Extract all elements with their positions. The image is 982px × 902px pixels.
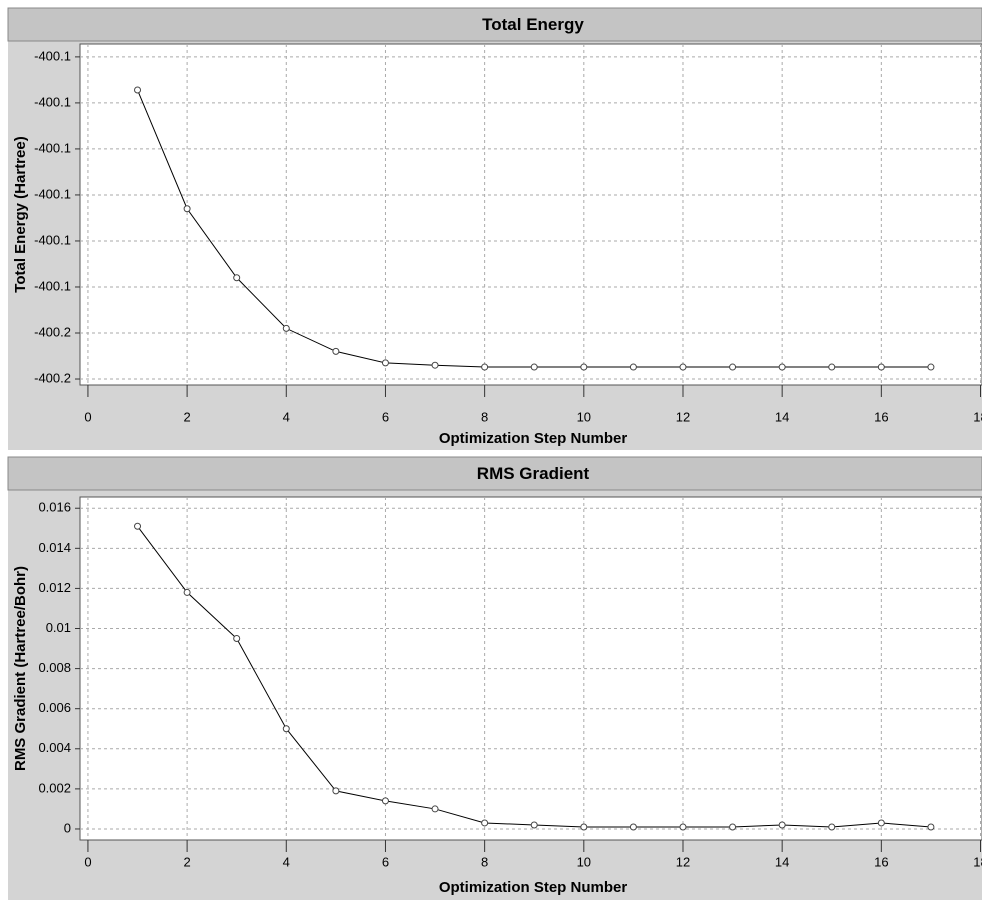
data-point bbox=[629, 823, 637, 831]
data-point bbox=[580, 823, 588, 831]
y-tick-label: 0.012 bbox=[38, 580, 71, 595]
data-point bbox=[431, 361, 439, 369]
data-point bbox=[877, 819, 885, 827]
x-tick-label: 10 bbox=[577, 854, 591, 869]
x-tick-label: 16 bbox=[874, 409, 888, 424]
data-point bbox=[431, 805, 439, 813]
chart-title: Total Energy bbox=[482, 15, 584, 34]
y-tick-label: 0.006 bbox=[38, 700, 71, 715]
y-tick-label: -400.1 bbox=[34, 232, 71, 247]
data-point bbox=[183, 205, 191, 213]
y-tick-label: -400.2 bbox=[34, 370, 71, 385]
x-tick-label: 6 bbox=[382, 409, 389, 424]
x-tick-label: 4 bbox=[283, 409, 290, 424]
y-tick-label: 0.014 bbox=[38, 540, 71, 555]
y-tick-label: -400.1 bbox=[34, 140, 71, 155]
x-tick-label: 2 bbox=[183, 854, 190, 869]
panel: RMS Gradient 0 0.002 0.004 0.006 0.008 0.01 0.0… bbox=[7, 456, 982, 900]
panel: Total Energy -400.2 -400.2 -400.1 -400.1 -400… bbox=[7, 7, 982, 450]
x-tick-label: 18 bbox=[973, 854, 982, 869]
x-tick-label: 4 bbox=[283, 854, 290, 869]
y-tick-label: 0.008 bbox=[38, 660, 71, 675]
data-point bbox=[877, 363, 885, 371]
data-point bbox=[828, 823, 836, 831]
y-axis-title: RMS Gradient (Hartree/Bohr) bbox=[12, 566, 29, 771]
data-point bbox=[134, 522, 142, 530]
data-point bbox=[233, 635, 241, 643]
data-point bbox=[679, 363, 687, 371]
data-point bbox=[530, 363, 538, 371]
data-point bbox=[927, 823, 935, 831]
data-point bbox=[481, 363, 489, 371]
x-tick-label: 16 bbox=[874, 854, 888, 869]
data-point bbox=[778, 363, 786, 371]
x-tick-label: 8 bbox=[481, 409, 488, 424]
x-tick-label: 0 bbox=[84, 854, 91, 869]
y-tick-label: 0.002 bbox=[38, 780, 71, 795]
chart-title: RMS Gradient bbox=[477, 464, 590, 483]
title-bar bbox=[7, 7, 982, 42]
x-tick-label: 8 bbox=[481, 854, 488, 869]
data-point bbox=[629, 363, 637, 371]
y-tick-label: -400.1 bbox=[34, 94, 71, 109]
data-point bbox=[580, 363, 588, 371]
x-tick-label: 14 bbox=[775, 409, 789, 424]
data-point bbox=[927, 363, 935, 371]
y-tick-label: -400.1 bbox=[34, 48, 71, 63]
title-bar bbox=[7, 456, 982, 491]
data-point bbox=[282, 725, 290, 733]
y-axis-title: Total Energy (Hartree) bbox=[12, 136, 29, 292]
data-point bbox=[332, 347, 340, 355]
y-tick-label: 0 bbox=[64, 820, 71, 835]
x-axis-title: Optimization Step Number bbox=[439, 879, 628, 896]
y-tick-label: 0.016 bbox=[38, 500, 71, 515]
x-tick-label: 6 bbox=[382, 854, 389, 869]
data-point bbox=[183, 588, 191, 596]
plot-area bbox=[79, 43, 982, 386]
data-point bbox=[332, 787, 340, 795]
data-point bbox=[729, 823, 737, 831]
data-point bbox=[679, 823, 687, 831]
data-point bbox=[233, 274, 241, 282]
y-tick-label: -400.1 bbox=[34, 186, 71, 201]
x-tick-label: 12 bbox=[676, 409, 690, 424]
x-tick-label: 14 bbox=[775, 854, 789, 869]
data-point bbox=[530, 821, 538, 829]
x-tick-label: 18 bbox=[973, 409, 982, 424]
y-tick-label: -400.2 bbox=[34, 324, 71, 339]
data-point bbox=[381, 359, 389, 367]
data-point bbox=[778, 821, 786, 829]
data-point bbox=[134, 86, 142, 94]
x-tick-label: 0 bbox=[84, 409, 91, 424]
y-tick-label: 0.01 bbox=[46, 620, 71, 635]
data-point bbox=[729, 363, 737, 371]
data-point bbox=[481, 819, 489, 827]
x-axis-title: Optimization Step Number bbox=[439, 430, 628, 447]
x-tick-label: 10 bbox=[577, 409, 591, 424]
x-tick-label: 2 bbox=[183, 409, 190, 424]
y-tick-label: 0.004 bbox=[38, 740, 71, 755]
data-point bbox=[828, 363, 836, 371]
x-tick-label: 12 bbox=[676, 854, 690, 869]
data-point bbox=[282, 324, 290, 332]
y-tick-label: -400.1 bbox=[34, 278, 71, 293]
data-point bbox=[381, 797, 389, 805]
